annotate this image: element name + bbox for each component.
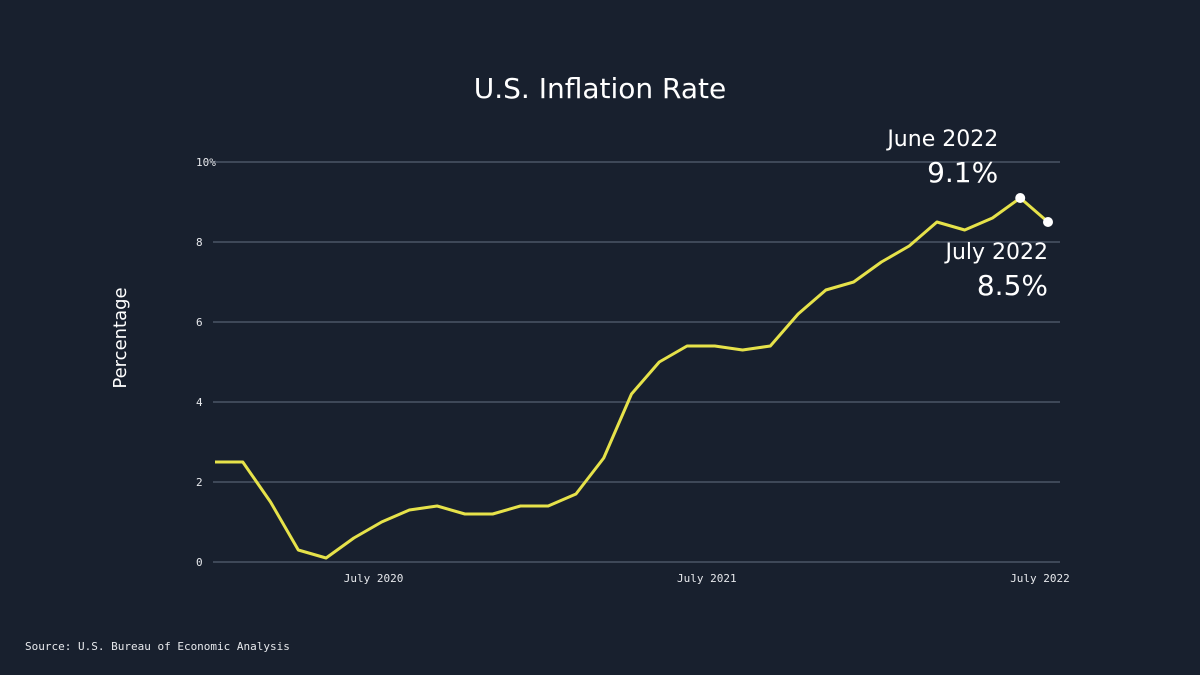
data-line bbox=[215, 196, 1049, 560]
value-label: 9.1% bbox=[927, 156, 998, 189]
y-tick-label: 2 bbox=[196, 476, 203, 489]
source-note: Source: U.S. Bureau of Economic Analysis bbox=[25, 640, 290, 653]
highlight-point bbox=[1043, 217, 1053, 227]
y-axis-label: Percentage bbox=[110, 287, 131, 388]
chart-title: U.S. Inflation Rate bbox=[474, 72, 727, 105]
x-tick-label: July 2021 bbox=[677, 572, 737, 585]
x-tick-label: July 2020 bbox=[344, 572, 404, 585]
y-tick-label: 10% bbox=[196, 156, 216, 169]
x-tick-label: July 2022 bbox=[1010, 572, 1070, 585]
annotation-label: July 2022 bbox=[943, 240, 1048, 265]
highlight-point bbox=[1015, 193, 1026, 203]
y-tick-label: 0 bbox=[196, 556, 203, 569]
value-label: 8.5% bbox=[977, 269, 1048, 302]
y-tick-label: 4 bbox=[196, 396, 203, 409]
y-tick-label: 8 bbox=[196, 236, 203, 249]
y-tick-label: 6 bbox=[196, 316, 203, 329]
annotation-label: June 2022 bbox=[885, 127, 998, 152]
